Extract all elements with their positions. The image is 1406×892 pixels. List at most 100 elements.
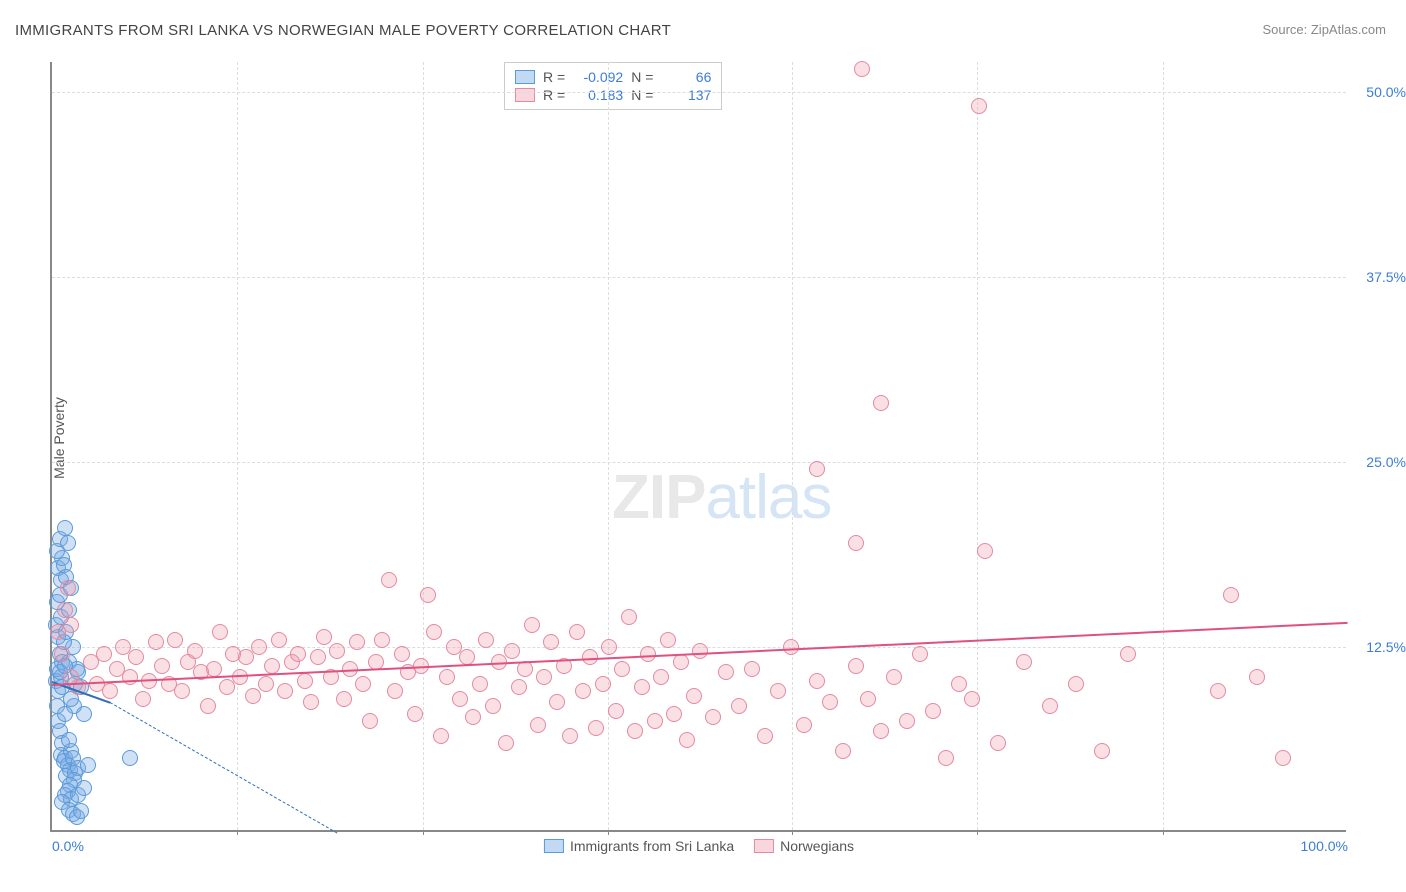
scatter-point [964,691,980,707]
scatter-point [575,683,591,699]
x-tick-mark [1163,830,1164,835]
chart-title: IMMIGRANTS FROM SRI LANKA VS NORWEGIAN M… [15,22,671,39]
scatter-point [1016,654,1032,670]
scatter-point [595,676,611,692]
scatter-point [860,691,876,707]
scatter-point [362,713,378,729]
r-value: 0.183 [573,87,623,103]
scatter-point [206,661,222,677]
scatter-point [76,706,92,722]
scatter-point [420,587,436,603]
scatter-point [621,609,637,625]
source-link[interactable]: ZipAtlas.com [1311,22,1386,37]
scatter-point [407,706,423,722]
scatter-point [854,61,870,77]
scatter-point [1210,683,1226,699]
scatter-point [647,713,663,729]
scatter-point [336,691,352,707]
scatter-point [835,743,851,759]
scatter-point [452,691,468,707]
x-tick-mark [423,830,424,835]
scatter-point [718,664,734,680]
gridline-vertical [423,62,424,830]
gridline-vertical [977,62,978,830]
scatter-point [355,676,371,692]
scatter-point [80,757,96,773]
watermark: ZIPatlas [612,462,831,533]
scatter-point [73,803,89,819]
scatter-point [187,643,203,659]
swatch-blue-icon [544,839,564,853]
y-tick-label: 50.0% [1351,84,1406,100]
stats-legend: R = -0.092 N = 66 R = 0.183 N = 137 [504,62,722,110]
swatch-pink-icon [515,88,535,102]
trend-line-extension [110,702,337,833]
scatter-point [498,735,514,751]
scatter-point [666,706,682,722]
scatter-point [686,688,702,704]
scatter-point [329,643,345,659]
scatter-point [536,669,552,685]
x-tick-mark [237,830,238,835]
scatter-point [148,634,164,650]
scatter-point [679,732,695,748]
scatter-point [1042,698,1058,714]
scatter-point [212,624,228,640]
scatter-point [608,703,624,719]
scatter-point [57,520,73,536]
x-tick-mark [977,830,978,835]
n-label: N = [631,69,653,85]
scatter-point [873,395,889,411]
scatter-point [381,572,397,588]
scatter-point [809,673,825,689]
scatter-point [57,602,73,618]
scatter-point [504,643,520,659]
scatter-point [601,639,617,655]
scatter-point [886,669,902,685]
scatter-point [167,632,183,648]
x-tick-mark [792,830,793,835]
r-value: -0.092 [573,69,623,85]
scatter-point [258,676,274,692]
legend-item-blue: Immigrants from Sri Lanka [544,838,734,854]
scatter-point [938,750,954,766]
scatter-point [297,673,313,689]
legend-label: Immigrants from Sri Lanka [570,838,734,854]
n-value: 137 [661,87,711,103]
plot-area: ZIPatlas R = -0.092 N = 66 R = 0.183 N =… [50,62,1346,832]
scatter-point [1094,743,1110,759]
scatter-point [61,732,77,748]
scatter-point [63,617,79,633]
r-label: R = [543,69,565,85]
scatter-point [1120,646,1136,662]
scatter-point [303,694,319,710]
watermark-part-a: ZIP [612,463,705,532]
scatter-point [543,634,559,650]
scatter-point [122,750,138,766]
scatter-point [822,694,838,710]
scatter-point [705,709,721,725]
scatter-point [757,728,773,744]
scatter-point [951,676,967,692]
scatter-point [349,634,365,650]
scatter-point [387,683,403,699]
scatter-point [1275,750,1291,766]
scatter-point [374,632,390,648]
scatter-point [277,683,293,699]
scatter-point [290,646,306,662]
scatter-point [271,632,287,648]
scatter-point [154,658,170,674]
scatter-point [588,720,604,736]
scatter-point [394,646,410,662]
scatter-point [57,706,73,722]
scatter-point [549,694,565,710]
swatch-pink-icon [754,839,774,853]
y-tick-label: 25.0% [1351,454,1406,470]
source-attribution: Source: ZipAtlas.com [1262,22,1386,37]
scatter-point [264,658,280,674]
gridline-horizontal [52,277,1346,278]
scatter-point [174,683,190,699]
scatter-point [76,780,92,796]
scatter-point [485,698,501,714]
scatter-point [60,535,76,551]
